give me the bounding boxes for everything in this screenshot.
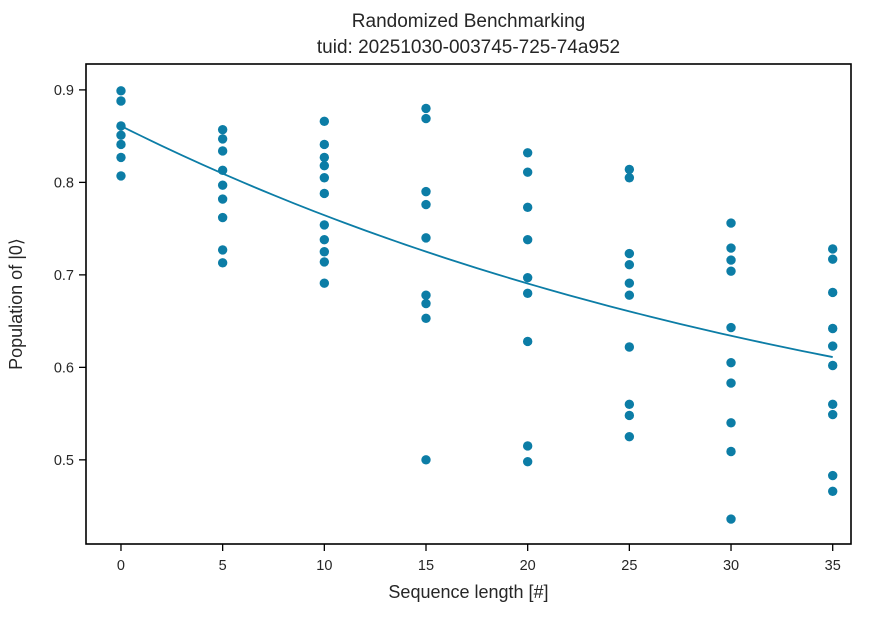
data-point	[522, 336, 533, 347]
data-point	[624, 290, 635, 300]
data-point	[116, 152, 126, 163]
data-point	[116, 96, 126, 106]
data-point	[726, 218, 736, 228]
y-tick-label: 0.5	[54, 453, 74, 469]
data-point	[522, 288, 533, 299]
data-point	[624, 432, 635, 442]
data-point	[624, 399, 635, 410]
y-tick-label: 0.9	[54, 83, 74, 99]
data-point	[726, 358, 736, 368]
data-point	[319, 257, 330, 267]
data-point	[116, 130, 126, 140]
data-point	[726, 378, 736, 388]
x-tick-label: 20	[520, 558, 536, 574]
data-point	[828, 244, 838, 254]
x-tick-label: 5	[219, 558, 227, 574]
data-point	[217, 134, 228, 144]
data-point	[726, 266, 736, 276]
plot-frame	[85, 63, 852, 545]
data-point	[624, 410, 635, 421]
chart-subtitle: tuid: 20251030-003745-725-74a952	[317, 37, 620, 58]
data-point	[319, 278, 330, 288]
data-point	[217, 212, 228, 223]
axis-tick-marks	[79, 89, 834, 551]
data-point	[319, 188, 330, 199]
data-point	[624, 173, 635, 183]
data-point	[828, 341, 838, 351]
data-point	[828, 486, 838, 496]
data-point	[421, 199, 431, 210]
data-point	[217, 194, 228, 204]
data-point	[116, 171, 126, 181]
scatter-points	[116, 86, 838, 524]
data-point	[319, 247, 330, 257]
data-point	[116, 86, 126, 96]
chart-title: Randomized Benchmarking	[352, 11, 585, 32]
fit-curve-line	[120, 125, 833, 358]
x-tick-label: 35	[825, 558, 841, 574]
data-point	[828, 409, 838, 420]
data-point	[726, 418, 736, 428]
data-point	[421, 313, 431, 324]
y-tick-label: 0.8	[54, 175, 74, 191]
data-point	[319, 116, 330, 127]
data-point	[828, 254, 838, 264]
data-point	[522, 167, 533, 177]
data-point	[522, 202, 533, 213]
data-point	[624, 278, 635, 288]
x-tick-label: 15	[418, 558, 434, 574]
x-tick-label: 30	[723, 558, 739, 574]
data-point	[522, 456, 533, 467]
data-point	[726, 514, 736, 524]
x-tick-label: 25	[621, 558, 637, 574]
data-point	[319, 220, 330, 230]
data-point	[116, 121, 126, 131]
data-point	[421, 113, 431, 124]
data-point	[522, 272, 533, 283]
data-point	[828, 287, 838, 298]
data-point	[624, 164, 635, 175]
data-point	[217, 245, 228, 255]
data-point	[421, 103, 431, 114]
y-axis-label: Population of |0⟩	[6, 238, 26, 370]
data-point	[726, 322, 736, 333]
x-tick-label: 10	[316, 558, 332, 574]
data-point	[421, 298, 431, 309]
data-point	[116, 139, 126, 150]
data-point	[217, 146, 228, 156]
data-point	[421, 455, 431, 465]
data-point	[319, 235, 330, 245]
data-point	[421, 186, 431, 197]
data-point	[522, 235, 533, 245]
data-point	[421, 233, 431, 243]
data-point	[726, 255, 736, 265]
data-point	[522, 441, 533, 451]
data-point	[217, 258, 228, 268]
x-axis-label: Sequence length [#]	[388, 582, 548, 602]
data-point	[828, 399, 838, 410]
y-tick-label: 0.7	[54, 268, 74, 284]
data-point	[624, 248, 635, 259]
data-point	[319, 152, 330, 163]
data-point	[726, 446, 736, 457]
data-point	[319, 161, 330, 171]
data-point	[624, 259, 635, 270]
data-point	[726, 243, 736, 253]
data-point	[828, 360, 838, 371]
axis-tick-labels: 0 5 10 15 20 25 30 35 0.5 0.6 0.7 0.8 0.9	[54, 83, 841, 574]
data-point	[217, 180, 228, 190]
data-point	[522, 148, 533, 158]
data-point	[828, 470, 838, 481]
data-point	[217, 124, 228, 135]
data-point	[319, 139, 330, 150]
x-tick-label: 0	[117, 558, 125, 574]
data-point	[421, 290, 431, 300]
y-tick-label: 0.6	[54, 360, 74, 376]
data-point	[624, 342, 635, 352]
data-point	[319, 173, 330, 183]
data-point	[217, 165, 228, 176]
data-point	[828, 323, 838, 334]
